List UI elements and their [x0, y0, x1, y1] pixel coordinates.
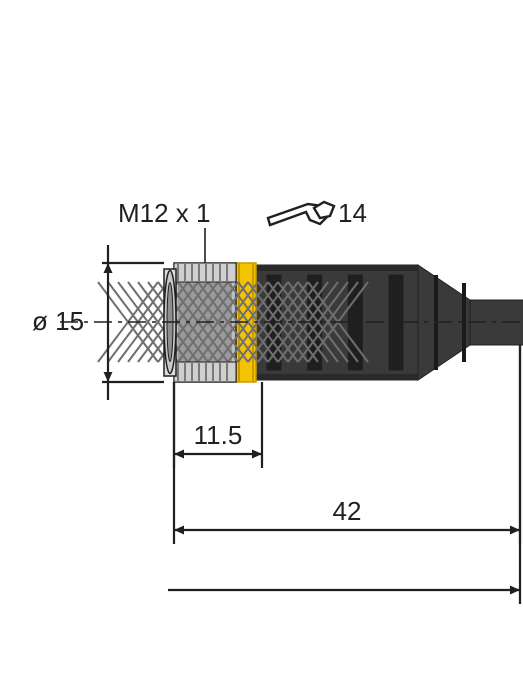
diameter-label: ø 15	[32, 306, 84, 336]
wrench-size-label: 14	[338, 198, 367, 228]
technical-drawing: ø 15 M12 x 1 14 11.5 42	[0, 0, 523, 700]
front-length-label: 11.5	[194, 420, 243, 450]
diagram-stage: ø 15 M12 x 1 14 11.5 42	[0, 0, 523, 700]
thread-label: M12 x 1	[118, 198, 211, 228]
overall-length-label: 42	[333, 496, 362, 526]
